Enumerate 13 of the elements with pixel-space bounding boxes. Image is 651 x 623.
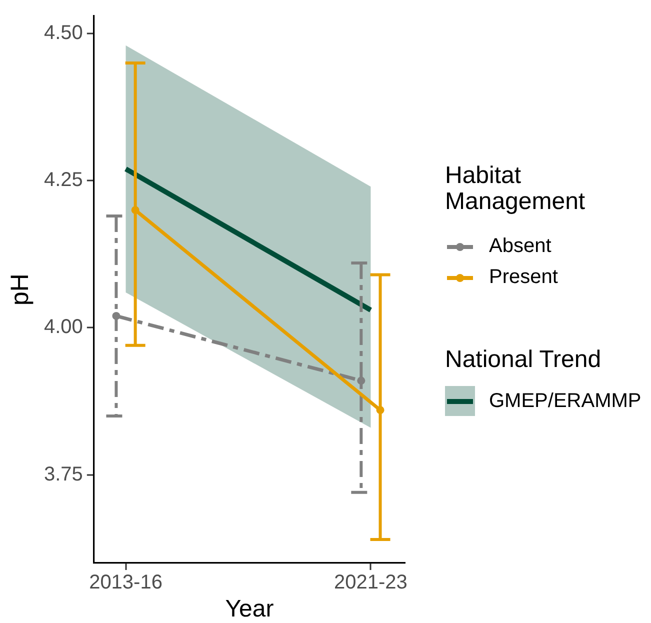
y-tick-label: 4.25 <box>44 169 83 192</box>
x-axis-title: Year <box>225 596 274 623</box>
y-axis-title: pH <box>6 274 34 306</box>
x-tick-label: 2021-23 <box>334 572 408 594</box>
legend-title: Habitat Management <box>445 162 586 215</box>
y-tick-label: 4.00 <box>44 316 83 338</box>
y-tick-label: 4.50 <box>44 22 83 44</box>
y-tick-label: 3.75 <box>44 463 83 486</box>
legend-label: Present <box>489 266 558 289</box>
x-tick-label: 2013-16 <box>89 572 162 594</box>
legend-label: GMEP/ERAMMP <box>489 390 642 412</box>
legend-label: Absent <box>489 235 552 258</box>
text: National Trend <box>445 346 602 373</box>
